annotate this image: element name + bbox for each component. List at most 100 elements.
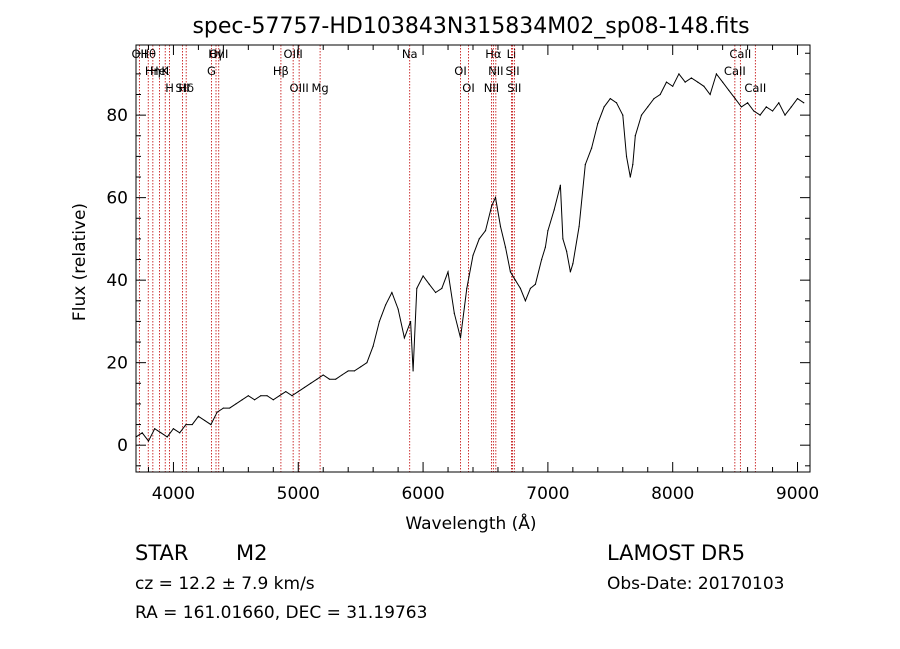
spectral-line-label: OI [454, 64, 466, 78]
spectrum-data-point [665, 81, 668, 83]
spectrum-data-point [559, 184, 561, 186]
spectrum-data-point [746, 102, 749, 104]
spectrum-data-point [603, 106, 605, 108]
spectral-line-label: SII [507, 81, 521, 95]
spectral-line-label: OI [462, 81, 474, 95]
object-class: STAR [135, 541, 189, 565]
spectrum-data-point [397, 308, 399, 310]
spectrum-data-point [316, 378, 318, 380]
spectrum-data-point [185, 423, 187, 426]
spectrum-data-point [447, 271, 449, 273]
spectral-line-label: Hβ [273, 64, 289, 78]
spectral-line-label: OII [131, 47, 147, 61]
spectral-line-label: Hθ [140, 47, 156, 61]
spectrum-data-point [697, 81, 699, 83]
spectral-line-label: SII [175, 81, 189, 95]
spectrum-data-point [514, 279, 517, 281]
spectrum-data-point [653, 98, 655, 100]
spectral-line-label: Mg [311, 81, 328, 95]
spectrum-data-point [703, 85, 705, 87]
spectrum-data-point [472, 254, 474, 257]
plot-frame [135, 44, 811, 473]
spectrum-data-point [715, 73, 717, 75]
spectrum-data-point [328, 378, 331, 380]
spectrum-data-point [541, 258, 543, 261]
spectrum-data-point [235, 403, 237, 405]
spectrum-data-point [229, 407, 231, 409]
spectrum-data-point [210, 423, 212, 426]
spectral-line-label: NII [488, 64, 503, 78]
spectrum-data-point [172, 428, 175, 430]
spectrum-data-point [253, 399, 256, 401]
spectral-line-label: CaII [724, 64, 746, 78]
spectrum-data-point [197, 415, 200, 417]
y-tick-label: 80 [106, 106, 128, 126]
spectrum-data-point [622, 114, 624, 116]
spectrum-data-point [347, 370, 349, 372]
spectrum-data-point [659, 93, 661, 96]
spectrum-data-point [684, 81, 686, 83]
y-tick-label: 20 [106, 354, 128, 374]
spectrum-data-point [466, 287, 468, 290]
spectrum-data-point [569, 271, 571, 273]
spectral-line-label: OIII [290, 81, 309, 95]
spectrum-data-point [765, 106, 767, 108]
spectrum-data-point [428, 283, 430, 285]
spectrum-data-point [416, 287, 418, 290]
spectrum-data-point [519, 287, 522, 290]
spectrum-data-point [412, 370, 414, 372]
spectrum-data-point [166, 436, 168, 438]
x-tick-label: 4000 [152, 484, 195, 504]
spectrum-data-point [360, 366, 362, 368]
spectrum-data-point [154, 428, 156, 430]
spectrum-data-point [403, 337, 405, 339]
chart-title: spec-57757-HD103843N315834M02_sp08-148.f… [192, 14, 749, 39]
spectrum-data-point [740, 106, 742, 108]
spectral-line-label: Na [402, 47, 418, 61]
spectrum-data-point [291, 395, 293, 397]
spectrum-data-point [385, 304, 387, 306]
spectrum-data-point [499, 225, 502, 228]
spectrum-data-point [266, 395, 268, 397]
spectrum-data-point [322, 374, 324, 376]
spectrum-data-point [615, 102, 618, 104]
spectral-line-label: CaII [744, 81, 766, 95]
spectrum-data-point [310, 382, 312, 384]
spectrum-data-point [491, 205, 493, 207]
spectrum-data-point [372, 345, 374, 347]
spectrum-data-point [179, 432, 181, 434]
spectrum-data-point [534, 283, 537, 285]
spectrum-data-point [247, 395, 249, 397]
spectrum-data-point [160, 432, 162, 434]
redshift-value: cz = 12.2 ± 7.9 km/s [135, 574, 315, 594]
object-subclass: M2 [236, 541, 268, 565]
y-tick-label: 0 [117, 436, 128, 456]
y-tick-label: 40 [106, 271, 128, 291]
y-tick-label: 60 [106, 189, 128, 209]
spectrum-data-point [478, 238, 480, 240]
spectrum-data-point [222, 407, 224, 409]
spectrum-data-point [759, 114, 761, 116]
spectrum-data-point [191, 423, 193, 426]
spectral-line-label: G [207, 64, 216, 78]
spectral-line-label: H [165, 81, 174, 95]
spectral-line-label: NII [484, 81, 499, 95]
spectrum-data-point [366, 362, 368, 364]
spectrum-data-point [303, 386, 306, 389]
spectrum-data-point [640, 114, 643, 116]
spectrum-data-point [672, 85, 674, 87]
spectral-line-label: HeI [150, 64, 169, 78]
spectrum-data-point [278, 395, 281, 397]
spectral-line-label: Hη [145, 64, 161, 78]
spectrum-data-point [629, 176, 631, 178]
spectrum-data-point [260, 395, 262, 397]
spectrum-data-point [709, 93, 711, 96]
spectral-line-label: Hα [485, 47, 502, 61]
x-tick-label: 6000 [401, 484, 444, 504]
spectrum-data-point [634, 135, 636, 137]
spectrum-data-point [509, 271, 512, 273]
x-axis-label: Wavelength (Å) [405, 512, 536, 534]
spectrum-data-point [422, 275, 424, 277]
spectrum-data-point [297, 390, 299, 393]
spectrum-data-point [796, 98, 799, 100]
